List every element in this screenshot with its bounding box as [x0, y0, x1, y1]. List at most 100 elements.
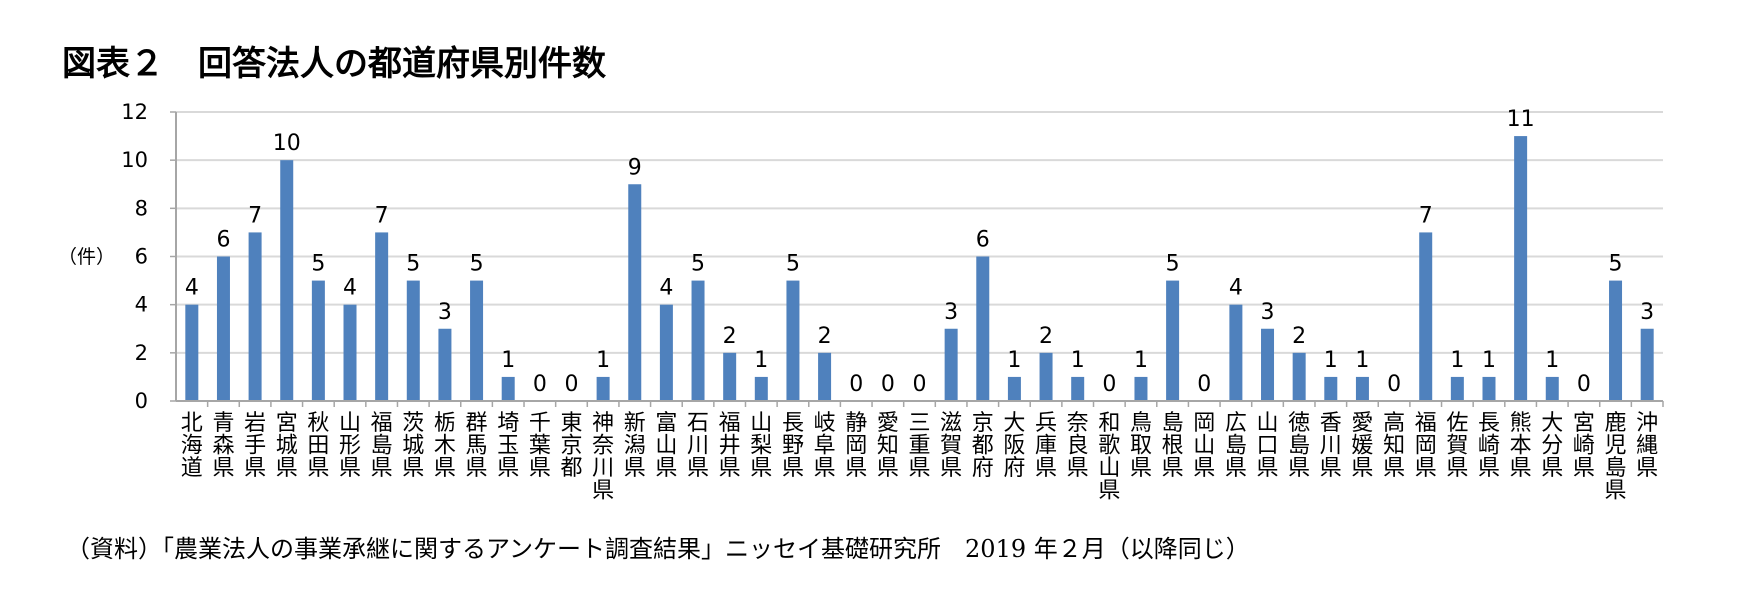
y-tick-label-5: 10 — [121, 148, 148, 172]
data-label-45: 5 — [1609, 252, 1623, 277]
data-label-37: 1 — [1355, 348, 1369, 373]
x-category-label-15: 富山県 — [655, 411, 677, 481]
data-label-26: 1 — [1007, 348, 1021, 373]
bar-31 — [1166, 280, 1180, 401]
x-category-label-28: 奈良県 — [1067, 411, 1089, 481]
data-label-43: 1 — [1545, 348, 1559, 373]
x-category-label-33: 広島県 — [1225, 411, 1247, 481]
data-label-18: 1 — [754, 348, 768, 373]
bar-36 — [1324, 376, 1338, 401]
x-category-label-12: 東京都 — [560, 411, 582, 481]
source-note: （資料）「農業法人の事業承継に関するアンケート調査結果」ニッセイ基礎研究所 20… — [66, 535, 1250, 563]
x-category-label-23: 三重県 — [908, 411, 930, 481]
bar-24 — [944, 328, 958, 401]
data-label-32: 0 — [1197, 372, 1211, 397]
data-label-24: 3 — [944, 300, 958, 325]
bar-10 — [501, 376, 515, 401]
data-label-6: 7 — [375, 203, 389, 228]
x-category-label-11: 千葉県 — [529, 411, 551, 481]
data-label-23: 0 — [913, 372, 927, 397]
y-axis-unit-label: （件） — [58, 246, 115, 268]
bar-9 — [470, 280, 484, 401]
x-category-label-25: 京都府 — [972, 411, 994, 481]
bar-41 — [1482, 376, 1496, 401]
x-category-label-4: 秋田県 — [307, 411, 329, 481]
data-label-5: 4 — [343, 276, 357, 301]
data-label-35: 2 — [1292, 324, 1306, 349]
data-label-11: 0 — [533, 372, 547, 397]
bar-6 — [375, 232, 389, 401]
y-tick-label-6: 12 — [121, 100, 148, 124]
bar-19 — [786, 280, 800, 401]
data-label-29: 0 — [1102, 372, 1116, 397]
x-category-label-10: 埼玉県 — [497, 411, 519, 481]
x-category-label-5: 山形県 — [339, 411, 361, 481]
bar-20 — [818, 352, 832, 401]
bar-5 — [343, 304, 357, 401]
x-category-label-17: 福井県 — [719, 411, 741, 481]
bar-8 — [438, 328, 452, 401]
data-label-8: 3 — [438, 300, 452, 325]
data-label-3: 10 — [273, 131, 301, 156]
x-category-label-36: 香川県 — [1320, 411, 1342, 481]
x-category-label-2: 岩手県 — [244, 411, 266, 481]
gridlines — [176, 111, 1663, 354]
bar-42 — [1514, 136, 1528, 402]
bar-18 — [754, 376, 768, 401]
data-label-34: 3 — [1261, 300, 1275, 325]
x-category-label-9: 群馬県 — [466, 411, 488, 481]
x-category-label-0: 北海道 — [181, 411, 203, 481]
x-category-label-1: 青森県 — [212, 411, 234, 481]
data-label-15: 4 — [659, 276, 673, 301]
x-axis-category-labels: 北海道青森県岩手県宮城県秋田県山形県福島県茨城県栃木県群馬県埼玉県千葉県東京都神… — [181, 401, 1664, 504]
x-category-label-39: 福岡県 — [1415, 411, 1437, 481]
x-category-label-34: 山口県 — [1257, 411, 1279, 481]
data-label-17: 2 — [723, 324, 737, 349]
data-label-44: 0 — [1577, 372, 1591, 397]
data-label-38: 0 — [1387, 372, 1401, 397]
x-category-label-32: 岡山県 — [1193, 411, 1215, 481]
data-label-33: 4 — [1229, 276, 1243, 301]
x-category-label-31: 島根県 — [1162, 411, 1184, 481]
x-category-label-46: 沖縄県 — [1636, 411, 1658, 481]
data-label-46: 3 — [1640, 300, 1654, 325]
x-category-label-14: 新潟県 — [624, 411, 646, 481]
bar-17 — [723, 352, 737, 401]
bar-13 — [596, 376, 610, 401]
x-category-label-44: 宮崎県 — [1573, 411, 1595, 481]
bar-33 — [1229, 304, 1243, 401]
bar-1 — [216, 256, 230, 401]
data-label-41: 1 — [1482, 348, 1496, 373]
x-category-label-35: 徳島県 — [1288, 411, 1310, 481]
data-label-0: 4 — [185, 276, 199, 301]
bar-2 — [248, 232, 262, 401]
data-label-2: 7 — [248, 203, 262, 228]
data-label-7: 5 — [406, 252, 420, 277]
bar-26 — [1007, 376, 1021, 401]
x-category-label-45: 鹿児島県 — [1605, 411, 1627, 504]
y-axis-ticks: 0 2 4 6 8 10 12 — [121, 100, 176, 413]
x-category-label-26: 大阪府 — [1003, 411, 1025, 481]
data-label-21: 0 — [849, 372, 863, 397]
x-category-label-20: 岐阜県 — [814, 411, 836, 481]
bar-46 — [1640, 328, 1654, 401]
bars — [185, 136, 1654, 402]
bar-27 — [1039, 352, 1053, 401]
y-tick-label-1: 2 — [135, 341, 148, 365]
x-category-label-29: 和歌山県 — [1098, 411, 1120, 504]
bar-43 — [1545, 376, 1559, 401]
bar-40 — [1450, 376, 1464, 401]
data-label-16: 5 — [691, 252, 705, 277]
data-label-4: 5 — [311, 252, 325, 277]
x-category-label-24: 滋賀県 — [940, 411, 962, 481]
data-label-9: 5 — [470, 252, 484, 277]
data-label-20: 2 — [818, 324, 832, 349]
data-label-31: 5 — [1166, 252, 1180, 277]
x-category-label-8: 栃木県 — [434, 411, 456, 481]
data-label-39: 7 — [1419, 203, 1433, 228]
x-category-label-30: 鳥取県 — [1130, 411, 1152, 481]
bar-0 — [185, 304, 199, 401]
x-category-label-6: 福島県 — [371, 411, 393, 481]
bar-7 — [406, 280, 420, 401]
x-category-label-18: 山梨県 — [750, 411, 772, 481]
